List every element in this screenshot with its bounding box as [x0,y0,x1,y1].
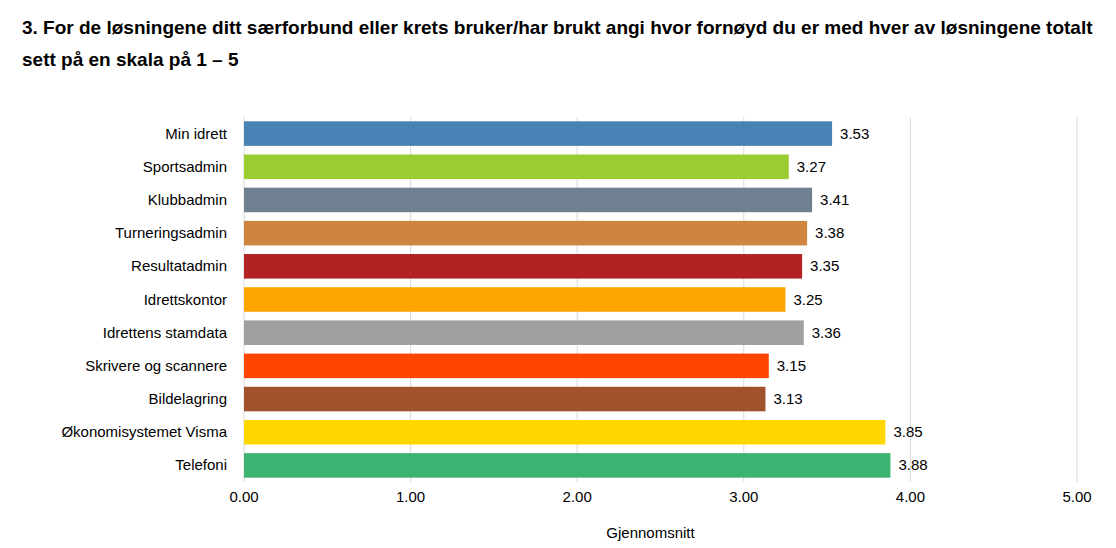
axis-label: Gjennomsnitt [606,524,695,541]
bar [244,387,765,412]
category-label: Økonomisystemet Visma [61,423,227,440]
data-label: 3.15 [777,357,806,374]
bar [244,320,804,345]
bar [244,420,885,445]
data-label: 3.25 [793,291,822,308]
data-label: 3.53 [840,125,869,142]
data-label: 3.88 [898,456,927,473]
category-label: Min idrett [165,125,228,142]
labels: Min idrett 3.53 Sportsadmin 3.27 Klubbadmin 3… [61,125,927,474]
category-label: Bildelagring [149,390,227,407]
bar [244,453,890,478]
category-label: Klubbadmin [148,191,227,208]
tick-label: 3.00 [729,488,758,505]
bar [244,154,789,179]
bar [244,188,812,213]
tick-label: 5.00 [1062,488,1091,505]
category-label: Sportsadmin [143,158,227,175]
data-label: 3.13 [773,390,802,407]
bar [244,254,802,279]
data-label: 3.38 [815,224,844,241]
bar [244,121,832,146]
chart-title: 3. For de løsningene ditt særforbund ell… [22,12,1097,76]
category-label: Idrettens stamdata [103,324,228,341]
tick-label: 2.00 [563,488,592,505]
data-label: 3.27 [797,158,826,175]
category-label: Telefoni [175,456,227,473]
bar [244,221,807,246]
tick-label: 4.00 [896,488,925,505]
grid-line [1077,117,1078,482]
data-label: 3.35 [810,257,839,274]
category-label: Turneringsadmin [115,224,227,241]
data-label: 3.41 [820,191,849,208]
data-label: 3.36 [812,324,841,341]
bar [244,354,769,379]
category-label: Skrivere og scannere [85,357,227,374]
bars [244,121,890,477]
tick-label: 1.00 [396,488,425,505]
bar [244,287,785,312]
tick-label: 0.00 [229,488,258,505]
category-label: Resultatadmin [131,257,227,274]
category-label: Idrettskontor [144,291,227,308]
data-label: 3.85 [893,423,922,440]
